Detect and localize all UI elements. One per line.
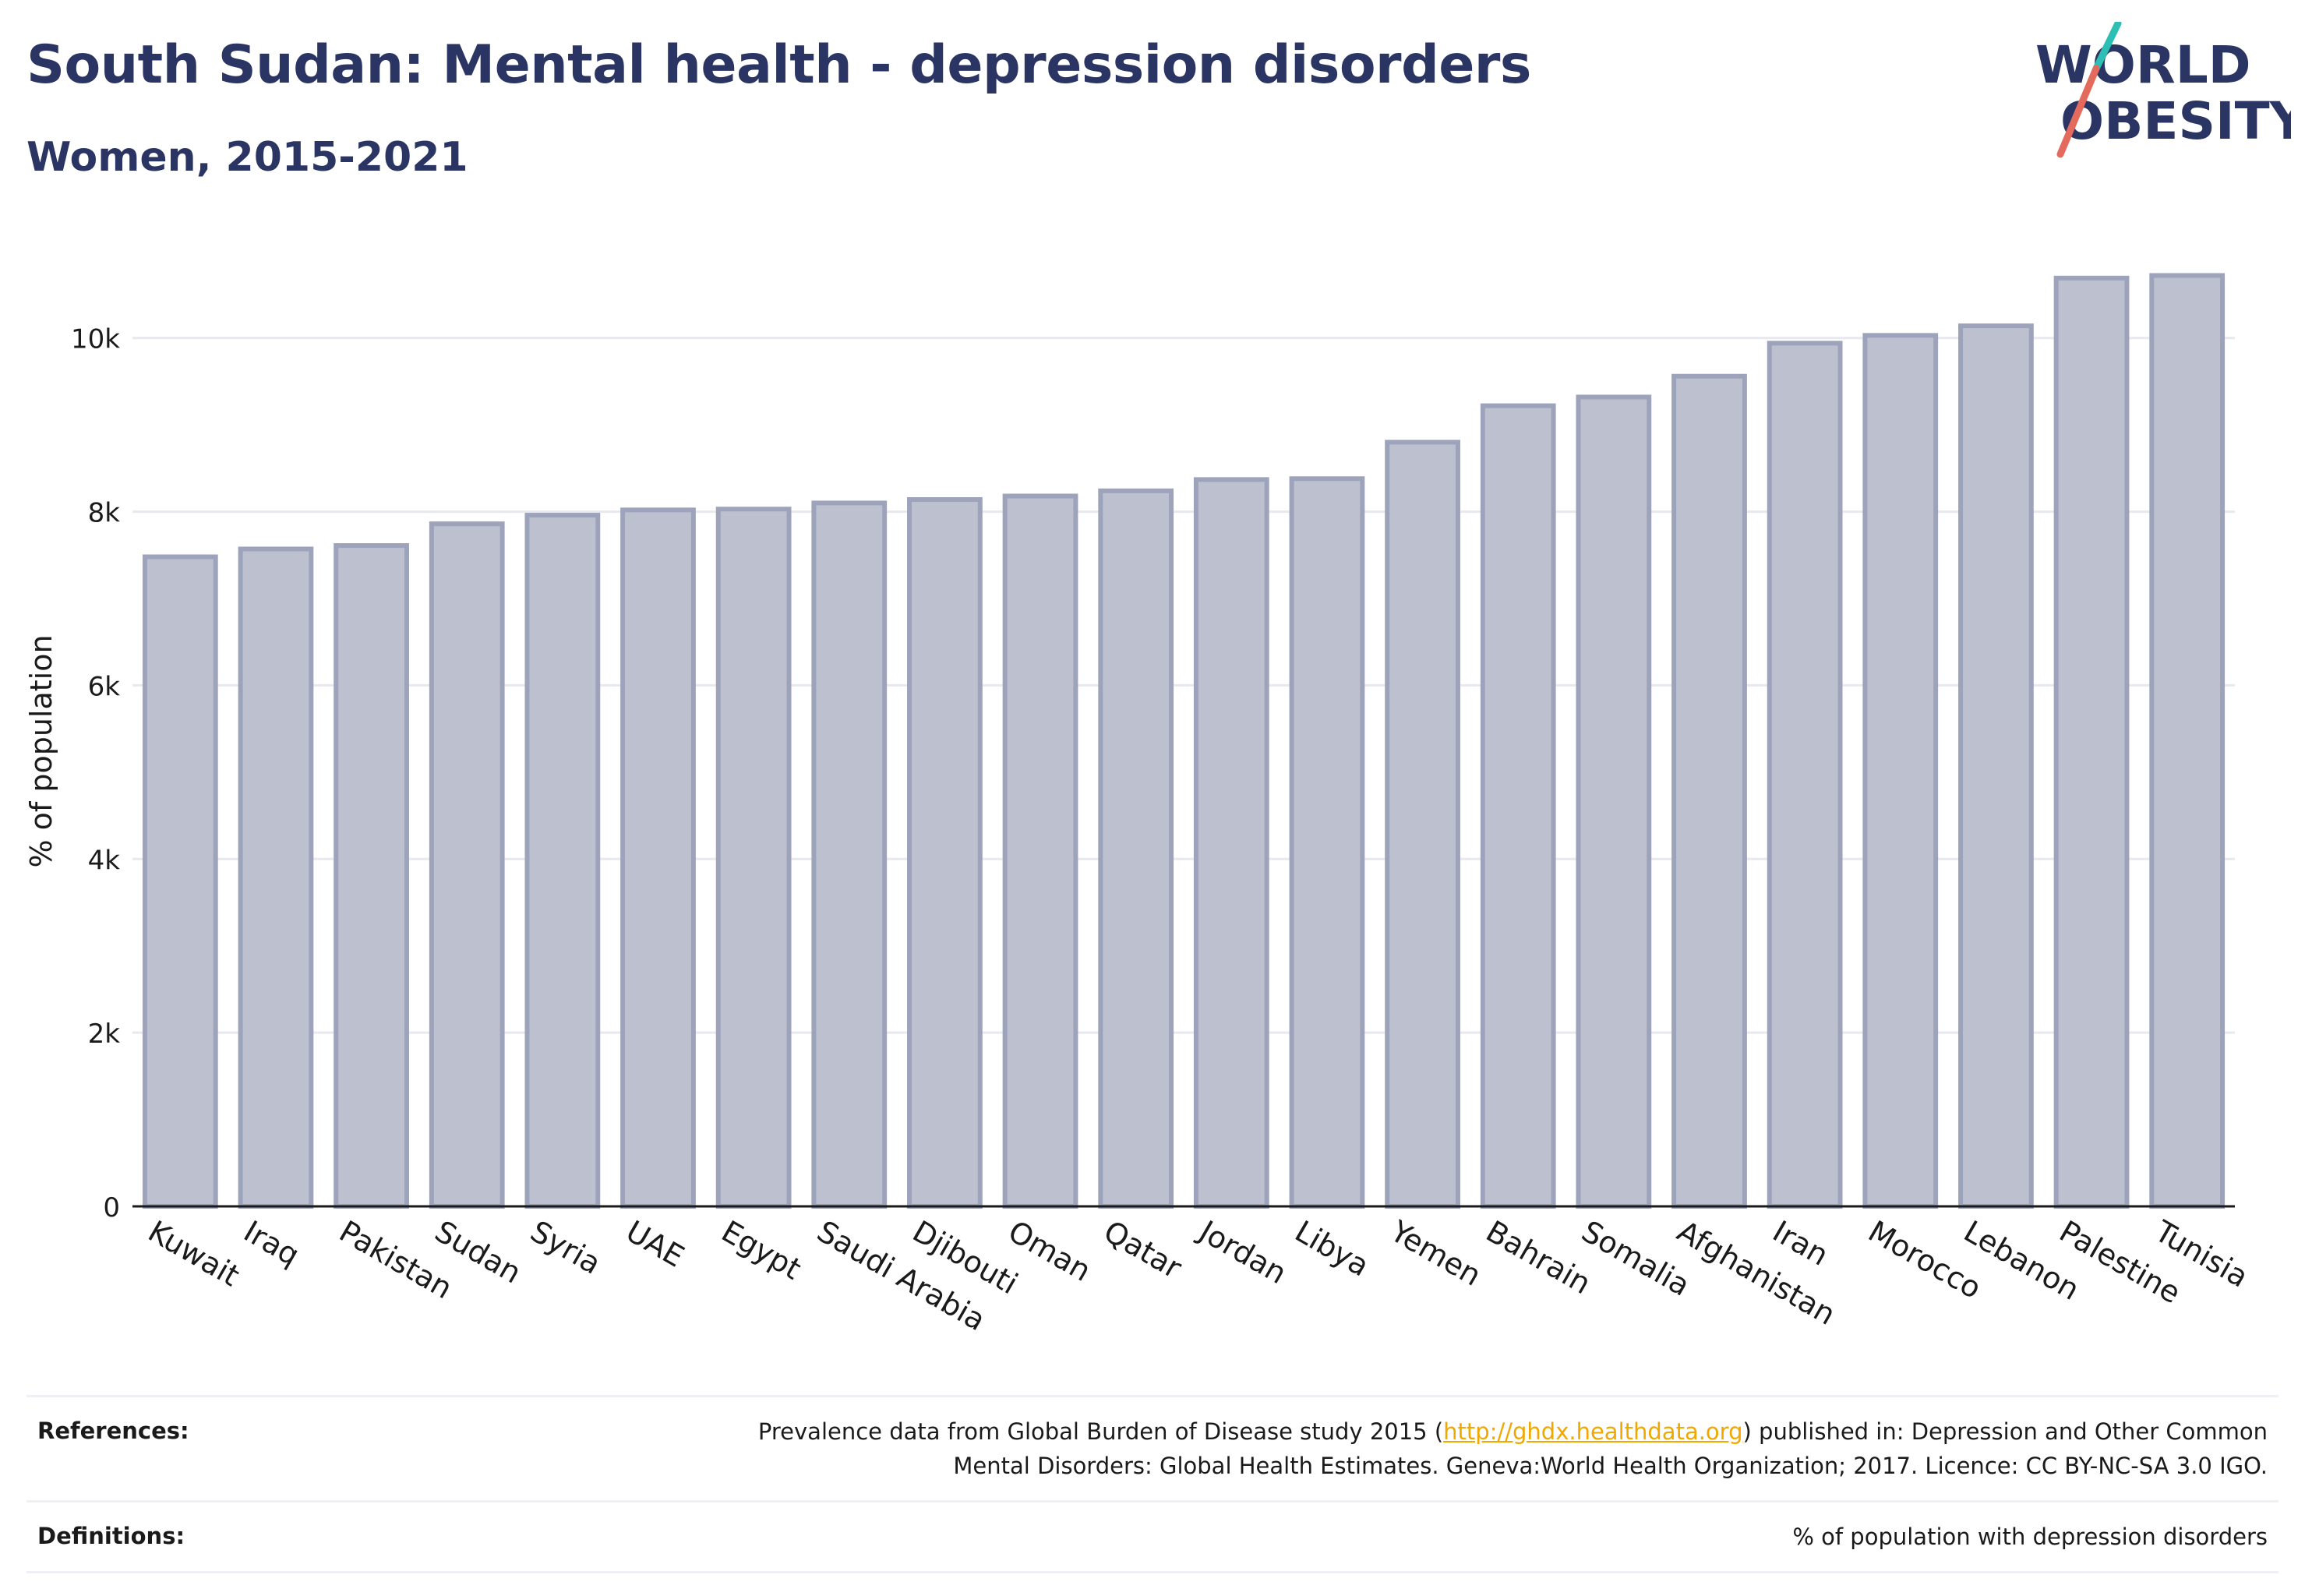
bar-egypt [715,507,792,1209]
bar-bahrain [1480,403,1556,1209]
x-tick-label: UAE [620,1214,690,1274]
world-obesity-logo: WORLD OBESITY [2035,22,2291,158]
y-tick-labels: 0 2k 4k 6k 8k 10k [71,324,120,1223]
bar-oman [1002,493,1078,1209]
references-text-pre: Prevalence data from Global Burden of Di… [757,1418,1444,1445]
bar-iraq [238,546,314,1209]
references-label: References: [37,1418,189,1444]
bar-djibouti [907,496,983,1209]
bar-palestine [2053,275,2130,1209]
logo-slash-teal [2092,22,2122,72]
y-tick-label: 6k [88,671,121,702]
bar-libya [1289,476,1365,1209]
definitions-row: Definitions: % of population with depres… [26,1500,2279,1573]
x-tick-label: Jordan [1192,1213,1292,1291]
bar-afghanistan [1671,373,1747,1209]
x-tick-label: Yemen [1384,1213,1487,1293]
bar-qatar [1098,488,1174,1209]
bar-iran [1767,341,1843,1209]
x-tick-label: Bahrain [1481,1214,1597,1301]
bar-syria [524,513,601,1209]
x-tick-label: Qatar [1098,1214,1188,1286]
definitions-text: % of population with depression disorder… [1792,1524,2268,1550]
x-tick-label: Somalia [1576,1214,1696,1303]
references-link[interactable]: http://ghdx.healthdata.org [1443,1418,1743,1445]
bar-sudan [429,521,505,1209]
bar-somalia [1576,394,1652,1209]
x-tick-label: Syria [524,1214,606,1281]
bar-pakistan [334,543,409,1209]
x-tick-label: Libya [1289,1214,1375,1284]
x-tick-label: Kuwait [143,1214,245,1294]
logo-word-obesity: OBESITY [2060,91,2291,151]
bar-saudi-arabia [811,500,888,1209]
bar-uae [620,507,696,1209]
y-tick-label: 10k [71,324,120,355]
references-text-line2: Mental Disorders: Global Health Estimate… [953,1453,2268,1479]
y-tick-label: 2k [88,1019,121,1050]
bars [142,273,2226,1209]
bar-kuwait [142,554,218,1209]
bar-morocco [1862,333,1939,1209]
bar-jordan [1193,477,1269,1209]
x-tick-label: Egypt [716,1214,807,1287]
logo-word-world: WORLD [2035,35,2251,95]
chart-title: South Sudan: Mental health - depression … [26,34,1531,96]
y-tick-label: 8k [88,498,121,529]
references-table: References: Prevalence data from Global … [26,1395,2279,1573]
definitions-label: Definitions: [37,1523,185,1549]
x-tick-label: Iran [1767,1214,1834,1273]
references-row: References: Prevalence data from Global … [26,1395,2279,1500]
bar-tunisia [2149,273,2226,1209]
references-text-post: ) published in: Depression and Other Com… [1742,1418,2268,1445]
references-text: Prevalence data from Global Burden of Di… [747,1397,2279,1500]
y-tick-label: 4k [88,845,121,876]
chart-subtitle: Women, 2015-2021 [26,134,468,181]
bar-yemen [1385,440,1460,1209]
logo-slash-coral [2056,65,2100,158]
bar-lebanon [1958,323,2034,1209]
y-tick-label: 0 [103,1192,120,1223]
y-axis-label: % of population [24,634,58,867]
x-tick-label: Iraq [238,1214,305,1273]
